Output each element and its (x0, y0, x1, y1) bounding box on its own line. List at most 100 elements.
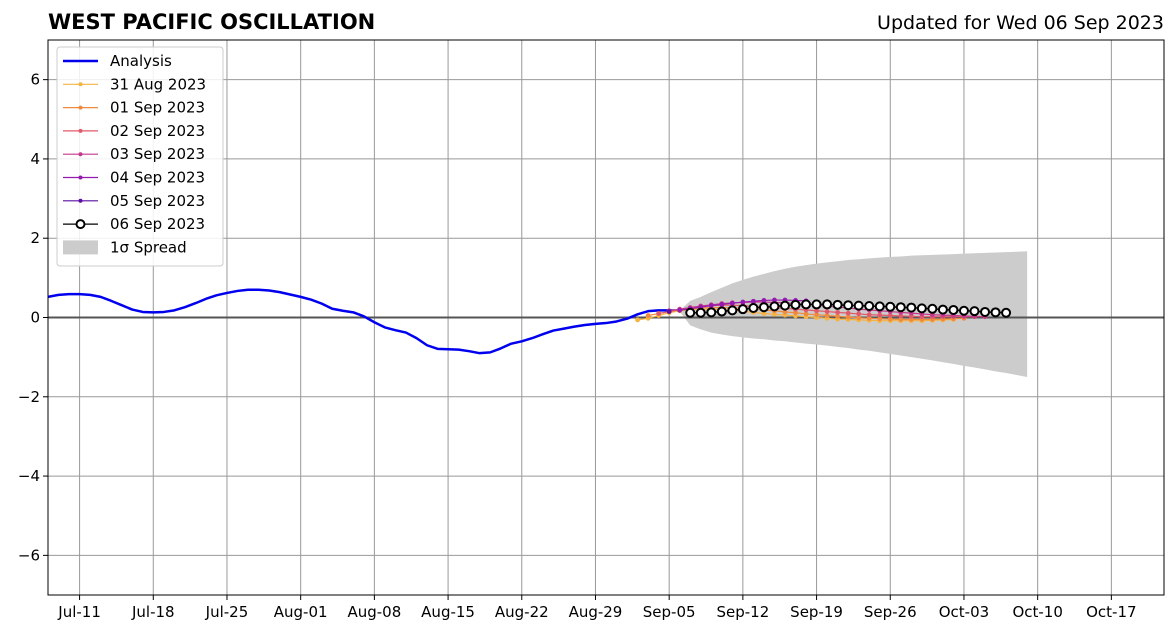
forecast-point (706, 307, 717, 318)
legend-label: 04 Sep 2023 (110, 169, 205, 187)
forecast-point (1001, 307, 1012, 318)
legend-item: 01 Sep 2023 (63, 99, 205, 117)
forecast-point (811, 299, 822, 310)
legend-label: 03 Sep 2023 (110, 145, 205, 163)
forecast-point (853, 300, 864, 311)
x-tick-label: Aug-22 (495, 603, 549, 621)
forecast-point (916, 303, 927, 314)
x-tick-label: Oct-03 (939, 603, 989, 621)
y-tick-label: 0 (30, 309, 40, 327)
legend-marker (78, 198, 83, 203)
forecast-point (695, 307, 706, 318)
forecast-point (864, 301, 875, 312)
chart-title: WEST PACIFIC OSCILLATION (48, 10, 375, 34)
y-tick-label: −4 (18, 467, 40, 485)
x-tick-label: Sep-05 (643, 603, 696, 621)
forecast-point (856, 315, 862, 321)
legend-label: 1σ Spread (110, 238, 187, 256)
forecast-point (969, 306, 980, 317)
legend-label: 05 Sep 2023 (110, 192, 205, 210)
x-tick-label: Jul-25 (205, 603, 249, 621)
legend-item: 03 Sep 2023 (63, 145, 205, 163)
legend-item: Analysis (63, 52, 172, 70)
legend-marker (78, 82, 83, 87)
forecast-point (758, 302, 769, 313)
legend-item: 06 Sep 2023 (63, 215, 205, 233)
x-tick-label: Aug-01 (274, 603, 328, 621)
x-tick-label: Jul-18 (131, 603, 175, 621)
forecast-point (887, 313, 893, 318)
forecast-point (866, 312, 872, 318)
forecast-point (980, 306, 991, 317)
forecast-point (835, 309, 841, 315)
legend-marker (78, 152, 83, 157)
forecast-point (845, 314, 851, 320)
forecast-point (748, 302, 759, 313)
y-tick-label: −2 (18, 388, 40, 406)
forecast-point (790, 299, 801, 310)
forecast-point (822, 299, 833, 310)
y-tick-label: −6 (18, 546, 40, 564)
forecast-point (769, 301, 780, 312)
forecast-point (990, 307, 1001, 318)
y-tick-label: 4 (30, 150, 40, 168)
y-tick-label: 6 (30, 71, 40, 89)
forecast-point (814, 312, 819, 318)
x-tick-label: Sep-19 (790, 603, 843, 621)
x-tick-label: Oct-10 (1012, 603, 1062, 621)
forecast-point (843, 300, 854, 311)
forecast-point (729, 300, 735, 306)
x-tick-label: Jul-11 (57, 603, 101, 621)
forecast-point (716, 306, 727, 317)
legend-item: 1σ Spread (63, 238, 187, 256)
series (47, 288, 1012, 355)
forecast-series-5 (666, 309, 672, 314)
forecast-point (845, 310, 851, 316)
forecast-point (645, 313, 651, 318)
forecast-point (801, 299, 812, 310)
forecast-point (677, 307, 683, 313)
legend-marker (78, 128, 83, 133)
legend: Analysis 31 Aug 2023 01 Sep 2023 02 Sep 202… (56, 46, 224, 267)
forecast-point (856, 311, 862, 317)
forecast-point (666, 309, 672, 314)
forecast-point (885, 301, 896, 312)
forecast-point (958, 305, 969, 316)
forecast-point (737, 304, 748, 315)
forecast-point (656, 311, 662, 316)
forecast-point (895, 302, 906, 313)
x-tick-label: Sep-12 (716, 603, 769, 621)
legend-marker (78, 105, 83, 110)
x-tick-label: Sep-26 (864, 603, 917, 621)
forecast-point (685, 307, 696, 318)
legend-label: 02 Sep 2023 (110, 122, 205, 140)
legend-label: 06 Sep 2023 (110, 215, 205, 233)
forecast-point (750, 298, 756, 304)
forecast-point (927, 303, 938, 314)
legend-item: 02 Sep 2023 (63, 122, 205, 140)
forecast-point (835, 313, 841, 319)
forecast-point (948, 304, 959, 315)
x-tick-label: Oct-17 (1086, 603, 1136, 621)
legend-label: 31 Aug 2023 (110, 75, 206, 93)
forecast-point (635, 317, 640, 323)
legend-item: 04 Sep 2023 (63, 169, 205, 187)
x-tick-label: Aug-08 (347, 603, 401, 621)
forecast-point (832, 299, 843, 310)
forecast-point (906, 302, 917, 313)
legend-marker (75, 219, 86, 230)
forecast-point (779, 300, 790, 311)
legend-marker (78, 175, 83, 180)
x-tick-label: Aug-29 (569, 603, 623, 621)
forecast-point (877, 312, 883, 318)
forecast-point (708, 303, 714, 309)
legend-swatch (63, 240, 98, 255)
forecast-point (719, 302, 725, 307)
analysis-line (47, 288, 680, 355)
ticks: −6 −4 −2 0 2 4 6 Jul-11 Jul-18 Jul-25 Aug-01 Aug-08… (18, 71, 1137, 621)
forecast-point (803, 311, 809, 317)
forecast-point (937, 304, 948, 315)
legend-box (56, 46, 224, 267)
forecast-point (740, 299, 746, 305)
